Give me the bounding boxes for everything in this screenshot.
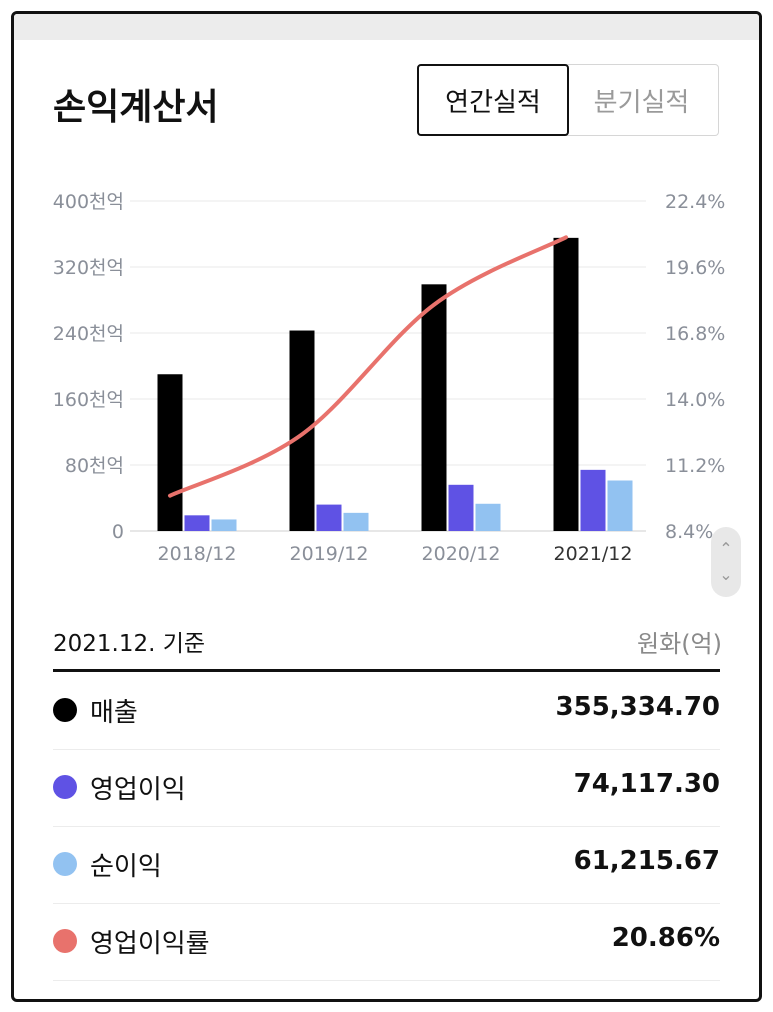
summary-row-revenue: 매출 355,334.70 [53, 672, 720, 750]
row-label: 매출 [90, 698, 138, 728]
bar-operating-profit [316, 504, 342, 531]
y-axis-right-tick-label: 14.0% [665, 389, 725, 411]
y-axis-left-tick-label: 240천억 [53, 323, 124, 345]
line-operating-margin [168, 235, 568, 498]
x-axis-tick-label: 2019/12 [290, 543, 369, 565]
top-divider-bar [14, 14, 759, 40]
legend-dot-operating-margin [53, 929, 77, 953]
summary-basis-date: 2021.12. 기준 [53, 631, 206, 657]
scroll-control[interactable]: ⌃ ⌄ [711, 527, 741, 597]
y-axis-left-tick-label: 400천억 [53, 191, 124, 213]
bar-revenue [289, 330, 315, 531]
page-title: 손익계산서 [53, 87, 219, 128]
income-statement-card: 손익계산서 연간실적 분기실적 0 80천억 160천억 240천억 320천억 400천… [11, 11, 762, 1002]
tab-quarterly-results[interactable]: 분기실적 [565, 64, 719, 136]
y-axis-left-tick-label: 0 [112, 521, 124, 543]
summary-row-operating-margin: 영업이익률 20.86% [53, 903, 720, 981]
y-axis-right-tick-label: 22.4% [665, 191, 725, 213]
tab-annual-results[interactable]: 연간실적 [417, 64, 569, 136]
bar-revenue [553, 237, 579, 531]
summary-divider [53, 669, 720, 672]
row-label: 영업이익 [90, 775, 186, 805]
bar-revenue [421, 284, 447, 531]
summary-row-net-income: 순이익 61,215.67 [53, 826, 720, 904]
y-axis-left-tick-label: 320천억 [53, 257, 124, 279]
x-axis-tick-label: 2020/12 [422, 543, 501, 565]
bar-revenue [157, 374, 183, 531]
bar-operating-profit [448, 484, 474, 531]
y-axis-right-tick-label: 19.6% [665, 257, 725, 279]
bar-operating-profit [184, 515, 210, 531]
summary-unit: 원화(억) [637, 630, 722, 658]
row-value: 74,117.30 [573, 769, 720, 799]
y-axis-right-tick-label: 16.8% [665, 323, 725, 345]
row-value: 20.86% [611, 923, 720, 953]
legend-dot-revenue [53, 698, 77, 722]
chevron-down-icon[interactable]: ⌄ [719, 565, 733, 584]
row-value: 355,334.70 [555, 692, 720, 722]
bar-net-income [475, 503, 501, 531]
x-axis-tick-label: 2018/12 [158, 543, 237, 565]
legend-dot-operating-profit [53, 775, 77, 799]
y-axis-left-tick-label: 160천억 [53, 389, 124, 411]
chevron-up-icon[interactable]: ⌃ [719, 539, 733, 558]
y-axis-right-tick-label: 8.4% [665, 521, 713, 543]
income-chart: 0 80천억 160천억 240천억 320천억 400천억 8.4% 11.2% 14.0% 1… [53, 191, 726, 565]
bar-net-income [607, 480, 633, 531]
y-axis-left-tick-label: 80천억 [65, 455, 124, 477]
summary-row-operating-profit: 영업이익 74,117.30 [53, 749, 720, 827]
row-value: 61,215.67 [573, 846, 720, 876]
bar-net-income [211, 519, 237, 531]
legend-dot-net-income [53, 852, 77, 876]
x-axis-tick-label: 2021/12 [554, 543, 633, 565]
row-label: 영업이익률 [90, 929, 210, 959]
period-tabs: 연간실적 분기실적 [417, 64, 719, 136]
bar-net-income [343, 512, 369, 531]
y-axis-right-tick-label: 11.2% [665, 455, 725, 477]
bar-operating-profit [580, 469, 606, 531]
row-label: 순이익 [90, 852, 162, 882]
